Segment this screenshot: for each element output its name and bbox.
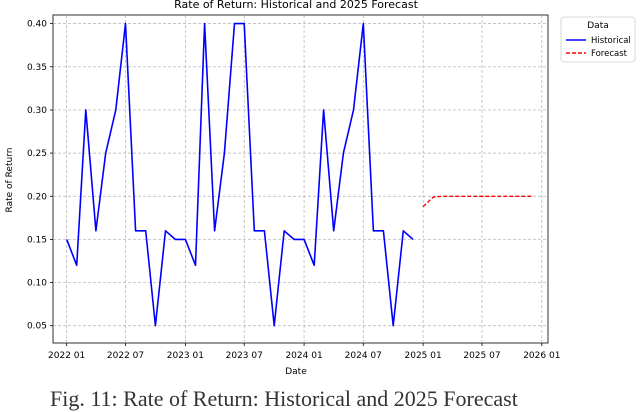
series-line-forecast: [422, 195, 532, 208]
x-tick-label: 2023 01: [167, 351, 204, 361]
legend-box: [560, 16, 636, 63]
x-tick-label: 2024 01: [285, 351, 322, 361]
line-chart: 2022 01 2022 07 2023 01 2023 07 2024 01 2024 …: [5, 0, 636, 377]
legend-label-historical: Historical: [591, 36, 631, 46]
series-lines: [65, 22, 532, 327]
x-axis-label: Date: [285, 367, 307, 377]
y-tick-label: 0.35: [27, 63, 47, 73]
x-tick-label: 2025 01: [405, 351, 442, 361]
chart-title: Rate of Return: Historical and 2025 Fore…: [174, 0, 418, 11]
x-tick-label: 2026 01: [523, 351, 560, 361]
y-tick-label: 0.05: [27, 322, 47, 332]
legend: Data Historical Forecast: [560, 16, 636, 63]
x-tick-label: 2025 07: [463, 351, 500, 361]
y-tick-label: 0.25: [27, 149, 47, 159]
grid-lines: [53, 15, 548, 343]
y-axis-ticks: 0.05 0.10 0.15 0.20 0.25 0.30 0.35 0.40: [27, 20, 53, 332]
x-tick-label: 2022 07: [107, 351, 144, 361]
x-tick-label: 2024 07: [345, 351, 382, 361]
figure-caption: Fig. 11: Rate of Return: Historical and …: [50, 386, 518, 411]
plot-area: [52, 14, 549, 344]
x-tick-label: 2022 01: [48, 351, 85, 361]
y-tick-label: 0.15: [27, 235, 47, 245]
x-axis-ticks: 2022 01 2022 07 2023 01 2023 07 2024 01 2024 …: [48, 343, 560, 361]
y-axis-label: Rate of Return: [5, 148, 15, 213]
x-tick-label: 2023 07: [226, 351, 263, 361]
y-tick-label: 0.20: [27, 192, 47, 202]
y-tick-label: 0.10: [27, 279, 47, 289]
series-line-historical: [65, 22, 414, 327]
legend-label-forecast: Forecast: [591, 49, 628, 59]
y-tick-label: 0.30: [27, 106, 47, 116]
y-tick-label: 0.40: [27, 20, 47, 30]
legend-title: Data: [587, 21, 609, 31]
